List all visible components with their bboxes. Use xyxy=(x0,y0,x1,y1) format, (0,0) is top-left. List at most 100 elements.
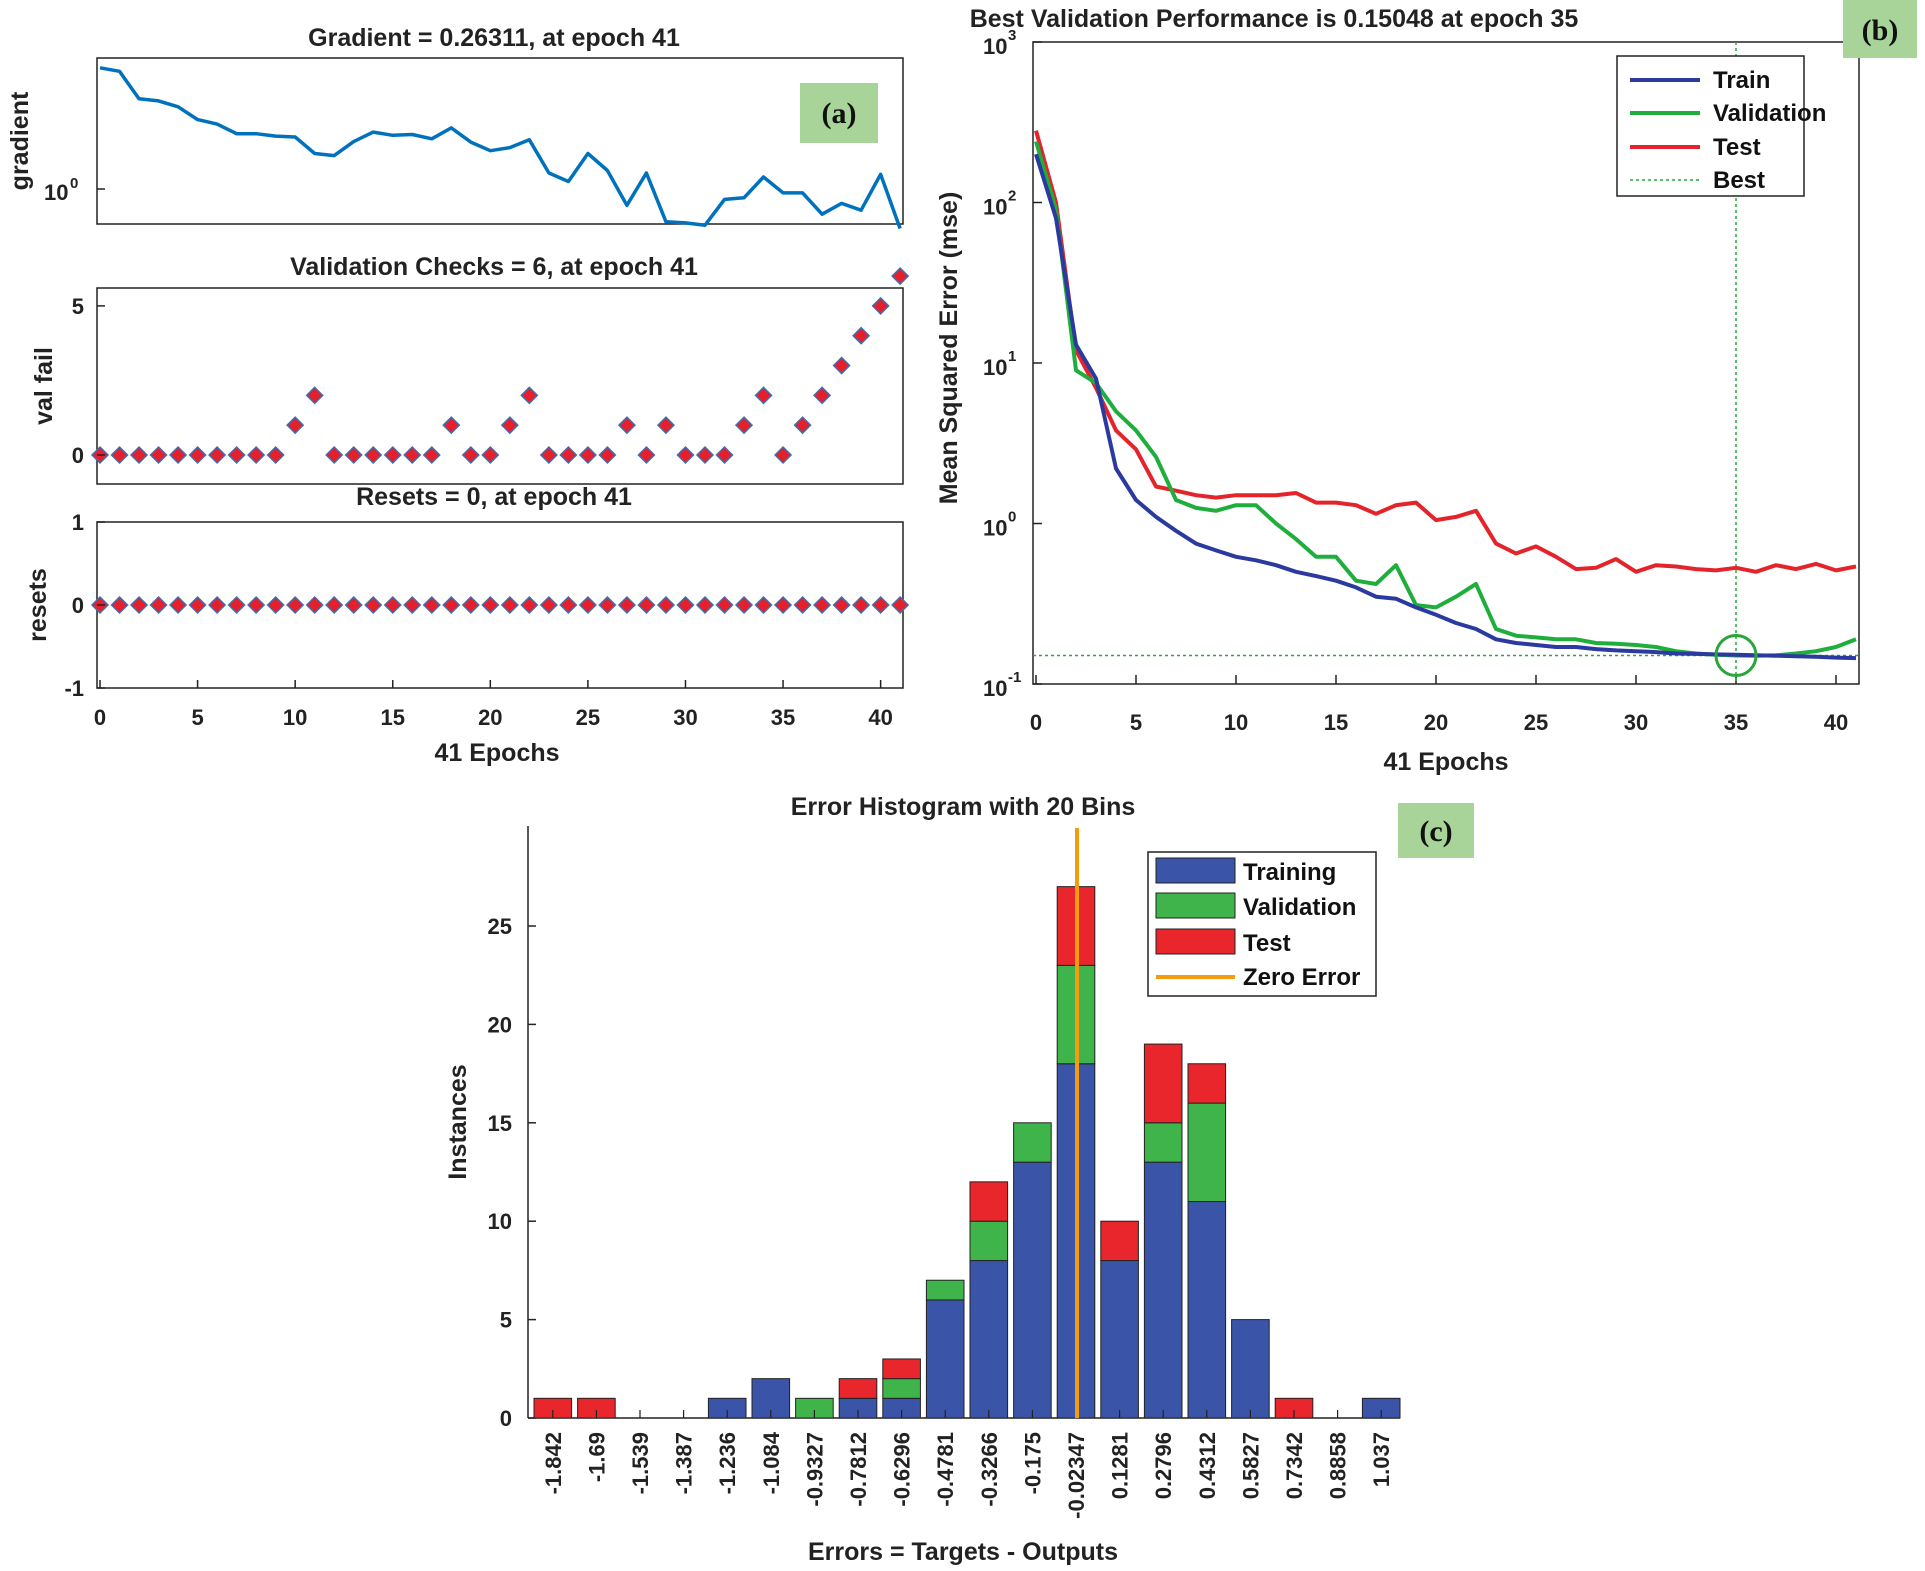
perf-ytick-exp: -1 xyxy=(1008,669,1021,686)
hist-bar-validation xyxy=(1187,1102,1227,1203)
val-check-marker xyxy=(383,445,402,465)
hist-xtick-label: -0.6296 xyxy=(890,1432,915,1507)
perf-xtick-label: 25 xyxy=(1524,710,1548,735)
val-check-marker xyxy=(852,326,871,345)
val-check-marker xyxy=(598,445,617,465)
hist-bar-training xyxy=(969,1260,1009,1419)
performance-xticks: 0 5 10 15 20 25 30 35 40 xyxy=(1030,675,1848,735)
gradient-line xyxy=(99,66,902,230)
hist-bar-test xyxy=(969,1181,1009,1222)
reset-xtick-label: 15 xyxy=(380,705,404,730)
hist-xtick-label: -1.236 xyxy=(715,1432,740,1494)
reset-marker xyxy=(734,595,754,615)
reset-marker xyxy=(617,595,636,615)
perf-ytick-base: 10 xyxy=(983,355,1007,380)
reset-marker xyxy=(461,595,480,615)
panel-a-label-box xyxy=(800,83,878,143)
hist-xtick-label: 0.8858 xyxy=(1326,1432,1351,1499)
perf-ytick-exp: 2 xyxy=(1008,188,1016,205)
hist-xtick-label: 0.2796 xyxy=(1151,1432,1176,1499)
perf-ytick-base: 10 xyxy=(983,195,1007,220)
reset-marker xyxy=(481,595,500,615)
reset-marker xyxy=(110,595,129,615)
reset-marker xyxy=(832,595,851,615)
val-check-marker xyxy=(734,416,754,435)
hist-bar-validation xyxy=(969,1220,1009,1262)
perf-xtick-label: 0 xyxy=(1030,710,1042,735)
gradient-axes xyxy=(96,57,904,225)
reset-marker xyxy=(188,595,207,615)
hist-xtick-label: -1.084 xyxy=(759,1431,784,1494)
legend-test-label: Test xyxy=(1713,134,1761,161)
reset-marker xyxy=(442,595,461,615)
hist-xtick-label: -0.9327 xyxy=(802,1432,827,1507)
val-check-marker xyxy=(481,445,500,465)
test-series-line xyxy=(1034,130,1857,574)
reset-marker xyxy=(852,595,871,615)
hist-bar-training xyxy=(925,1299,965,1419)
legend-train-label: Train xyxy=(1713,67,1770,94)
legend-validation-label: Validation xyxy=(1243,894,1356,921)
hist-bar-test xyxy=(1100,1220,1139,1262)
reset-xtick-label: 5 xyxy=(191,705,203,730)
resets-panel: Resets = 0, at epoch 41 -1 0 1 0 5 10 15 20 25 3… xyxy=(24,483,910,767)
legend-training-label: Training xyxy=(1243,859,1336,886)
val-check-marker xyxy=(344,445,363,465)
hist-bar-training xyxy=(1143,1161,1183,1419)
hist-xtick-label: 0.4312 xyxy=(1195,1432,1220,1499)
performance-xlabel: 41 Epochs xyxy=(1383,748,1508,776)
hist-xtick-label: -1.539 xyxy=(628,1432,653,1494)
val-check-marker xyxy=(227,445,246,465)
val-check-marker xyxy=(539,445,558,465)
val-check-marker xyxy=(286,416,305,435)
reset-marker xyxy=(539,595,558,615)
perf-xtick-label: 10 xyxy=(1224,710,1248,735)
resets-markers xyxy=(90,595,910,615)
validation-series-line xyxy=(1034,140,1857,658)
perf-ytick-label: 10 2 xyxy=(983,188,1016,220)
resets-ylabel: resets xyxy=(24,568,52,642)
reset-xtick-label: 20 xyxy=(478,705,502,730)
val-check-marker xyxy=(891,267,910,286)
val-check-marker xyxy=(461,445,480,465)
perf-ytick-label: 10 0 xyxy=(983,509,1016,541)
val-check-marker xyxy=(832,356,851,375)
panel-c-label: (c) xyxy=(1419,815,1452,848)
hist-xtick-label: -0.175 xyxy=(1020,1432,1045,1494)
gradient-ylabel: gradient xyxy=(6,91,34,190)
perf-xtick-label: 5 xyxy=(1130,710,1142,735)
reset-xtick-label: 30 xyxy=(673,705,697,730)
gradient-panel: Gradient = 0.26311, at epoch 41 gradient… xyxy=(6,24,904,230)
hist-bar-training xyxy=(1100,1260,1139,1419)
perf-ytick-label: 10 -1 xyxy=(983,669,1021,701)
val-ytick-label: 0 xyxy=(72,443,84,468)
reset-marker xyxy=(383,595,402,615)
legend-zero-error-label: Zero Error xyxy=(1243,964,1360,991)
val-check-marker xyxy=(422,445,441,465)
legend-test-label: Test xyxy=(1243,930,1291,957)
legend-best-label: Best xyxy=(1713,167,1765,194)
hist-ytick-label: 5 xyxy=(500,1308,512,1333)
val-check-marker xyxy=(578,445,597,465)
hist-bar-validation xyxy=(882,1378,921,1399)
hist-bar-training xyxy=(1013,1161,1052,1419)
train-series-line xyxy=(1034,153,1857,661)
val-checks-panel: Validation Checks = 6, at epoch 41 05 va… xyxy=(30,253,910,485)
perf-xtick-label: 15 xyxy=(1324,710,1348,735)
reset-marker xyxy=(813,595,832,615)
reset-marker xyxy=(500,595,519,615)
val-check-marker xyxy=(110,445,129,465)
resets-yticks: -1 0 1 xyxy=(64,510,105,701)
val-checks-yticks: 05 xyxy=(72,294,105,468)
val-check-marker xyxy=(520,386,539,405)
gradient-ytick-label: 10 0 xyxy=(44,175,78,205)
val-check-marker xyxy=(403,445,422,465)
legend-training-swatch xyxy=(1155,857,1236,884)
val-check-marker xyxy=(754,386,773,405)
reset-marker xyxy=(344,595,363,615)
reset-marker xyxy=(773,595,793,615)
hist-xtick-label: 0.5827 xyxy=(1238,1432,1263,1499)
hist-xtick-label: -0.7812 xyxy=(846,1432,871,1507)
val-check-marker xyxy=(617,416,636,435)
